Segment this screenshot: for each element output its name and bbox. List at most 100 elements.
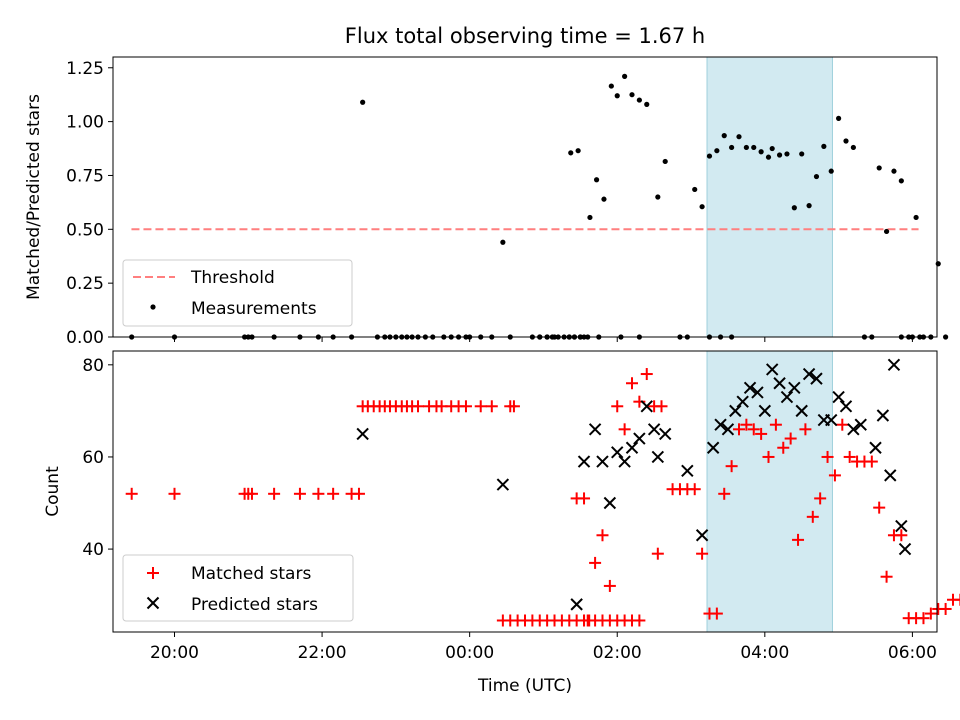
legend-predicted-marker (146, 596, 160, 610)
predicted-star-point-b (788, 381, 801, 395)
measurement-point (644, 101, 650, 107)
matched-star-point (168, 487, 181, 500)
predicted-star-point-b (633, 432, 646, 445)
ratio-y-axis-label: Matched/Predicted stars (24, 94, 44, 300)
predicted-star-point-b (496, 478, 510, 491)
matched-star-point (843, 450, 856, 463)
matched-star-point (939, 602, 952, 615)
measurement-point (776, 152, 783, 158)
legend-measurements-swatch (150, 304, 156, 310)
predicted-star-point (577, 455, 591, 468)
measurement-point (729, 144, 735, 151)
predicted-star-point (802, 367, 816, 381)
matched-star-point (688, 483, 701, 496)
measurement-point (876, 165, 882, 171)
measurement-point (935, 261, 941, 267)
matched-star-point (603, 579, 616, 592)
matched-star-point (485, 400, 498, 413)
matched-star-point (474, 400, 487, 413)
matched-star-point (125, 487, 138, 500)
predicted-star-point (658, 427, 672, 441)
time-x-tick-label: 22:00 (298, 643, 347, 663)
matched-star-point (799, 423, 812, 436)
predicted-star-point-b (603, 496, 617, 510)
matched-star-point (873, 501, 886, 514)
predicted-star-point-b (658, 427, 672, 441)
predicted-star-point (356, 427, 369, 441)
matched-star-point (880, 570, 893, 583)
matched-star-point (836, 418, 849, 431)
predicted-star-point-b (625, 441, 639, 454)
predicted-star-point-b (854, 418, 867, 431)
predicted-star-point-b (773, 377, 786, 390)
measurement-point (575, 148, 581, 154)
matched-star-point (732, 423, 745, 436)
measurement-point (662, 158, 668, 165)
predicted-star-point (647, 423, 661, 436)
predicted-star-point-b (647, 423, 661, 436)
predicted-star-point (743, 381, 757, 395)
predicted-star-point-b (596, 455, 609, 468)
predicted-star-point (887, 358, 901, 372)
predicted-star-point (496, 478, 510, 491)
predicted-star-point-b (887, 358, 901, 372)
measurement-point (736, 134, 742, 140)
matched-star-point (655, 400, 668, 413)
measurement-point (943, 334, 949, 340)
measurement-point (913, 214, 919, 221)
matched-star-point (755, 427, 768, 440)
measurement-point (784, 151, 790, 157)
matched-star-point (268, 487, 281, 500)
matched-star-point (814, 492, 827, 505)
predicted-star-point (736, 395, 749, 408)
predicted-star-point (588, 423, 602, 436)
predicted-star-point (765, 363, 779, 376)
matched-star-point (821, 450, 834, 463)
measurement-point (721, 133, 727, 139)
time-x-tick-label: 02:00 (593, 643, 642, 663)
count-panel-frame (112, 350, 938, 633)
matched-star-point (740, 418, 753, 431)
matched-star-point (618, 423, 631, 436)
legend-matched-swatch (147, 567, 159, 579)
measurement-point (692, 186, 698, 193)
matched-star-point (895, 529, 908, 542)
measurement-point (714, 148, 720, 154)
predicted-star-point-b (706, 441, 720, 454)
measurement-point (699, 204, 705, 210)
matched-star-point (625, 377, 638, 390)
matched-star-point (293, 487, 306, 500)
matched-star-point (865, 455, 878, 468)
measurement-point (806, 203, 812, 209)
matched-star-point (578, 492, 591, 505)
predicted-star-point-b (832, 390, 845, 404)
predicted-star-point-b (810, 372, 823, 385)
matched-star-point (762, 450, 775, 463)
predicted-star-point-b (895, 519, 908, 533)
predicted-star-point (884, 469, 897, 482)
time-x-tick-label: 20:00 (150, 643, 199, 663)
predicted-star-point (869, 441, 882, 454)
predicted-star-point-b (751, 386, 764, 399)
predicted-star-point (788, 381, 801, 395)
matched-star-point (611, 400, 624, 413)
predicted-star-point-b (765, 363, 779, 376)
time-x-ticks: 20:00 22:00 00:00 02:00 04:00 06:00 (150, 632, 937, 663)
predicted-star-point (898, 542, 912, 556)
predicted-star-point (876, 409, 890, 422)
predicted-star-point (721, 423, 735, 436)
ratio-y-tick-label: 0.50 (66, 220, 104, 240)
matched-stars-points (125, 368, 960, 627)
matched-star-point (651, 547, 664, 560)
measurement-point (587, 214, 593, 221)
predicted-star-point-b (356, 427, 369, 441)
time-x-tick-label: 00:00 (445, 643, 494, 663)
predicted-star-point-b (898, 542, 912, 556)
chart-title: Flux total observing time = 1.67 h (345, 24, 705, 48)
matched-star-point (507, 400, 520, 413)
predicted-star-point (625, 441, 639, 454)
measurement-point (751, 144, 757, 151)
ratio-legend-box (122, 259, 353, 327)
predicted-star-point-b (577, 455, 591, 468)
